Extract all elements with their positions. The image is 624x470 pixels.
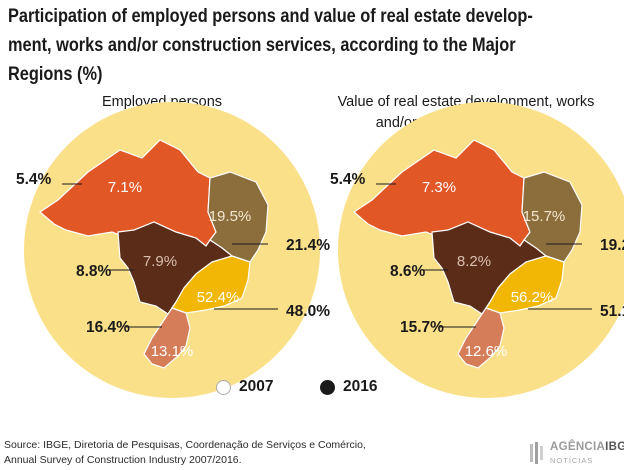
legend-item-2016: 2016 <box>320 378 377 396</box>
value-label-2016-center-west: 8.2% <box>457 253 491 270</box>
agencia-ibge-logo: AGÊNCIAIBGE NOTÍCIAS <box>530 440 624 468</box>
logo-subtext: NOTÍCIAS <box>550 456 594 465</box>
title-line: ment, works and/or construction services… <box>8 35 516 56</box>
legend-label: 2007 <box>239 378 274 395</box>
legend-item-2007: 2007 <box>216 378 273 396</box>
value-label-2016-south: 12.6% <box>465 343 508 360</box>
map-value: 5.4% 7.3% 19.2% 15.7% 8.6% 8.2% 51.1% 56.2% 15.7… <box>330 102 624 398</box>
region-southeast <box>171 255 251 314</box>
region-southeast <box>485 255 565 314</box>
value-label-2016-north: 7.3% <box>422 179 456 196</box>
open-dot-icon <box>216 379 231 395</box>
map-employed: 5.4% 7.1% 21.4% 19.5% 8.8% 7.9% 48.0% 52.4% 16.4… <box>16 102 330 398</box>
value-label-2007-northeast: 21.4% <box>286 237 330 254</box>
value-label-2007-center-west: 8.6% <box>390 263 426 280</box>
legend-label: 2016 <box>343 378 378 395</box>
value-label-2007-south: 15.7% <box>400 319 444 336</box>
value-label-2016-southeast: 56.2% <box>511 289 554 306</box>
value-label-2016-south: 13.1% <box>151 343 194 360</box>
source-line: Annual Survey of Construction Industry 2… <box>4 454 242 466</box>
value-label-2007-center-west: 8.8% <box>76 263 112 280</box>
value-label-2007-southeast: 51.1% <box>600 303 624 320</box>
logo-text: AGÊNCIAIBGE <box>550 441 624 453</box>
value-label-2016-north: 7.1% <box>108 179 142 196</box>
value-label-2016-center-west: 7.9% <box>143 253 177 270</box>
value-label-2007-north: 5.4% <box>16 171 52 188</box>
source-note: Source: IBGE, Diretoria de Pesquisas, Co… <box>4 438 366 468</box>
title-line: Participation of employed persons and va… <box>8 6 533 27</box>
chart-title: Participation of employed persons and va… <box>8 2 533 89</box>
value-label-2007-northeast: 19.2% <box>600 237 624 254</box>
filled-dot-icon <box>320 379 335 395</box>
source-line: Source: IBGE, Diretoria de Pesquisas, Co… <box>4 439 366 451</box>
value-label-2007-southeast: 48.0% <box>286 303 330 320</box>
value-label-2016-northeast: 19.5% <box>209 208 252 225</box>
region-south <box>143 307 191 369</box>
region-south <box>457 307 505 369</box>
ibge-mark-icon <box>530 442 543 464</box>
title-line: Regions (%) <box>8 64 103 85</box>
value-label-2016-northeast: 15.7% <box>523 208 566 225</box>
value-label-2007-south: 16.4% <box>86 319 130 336</box>
value-label-2016-southeast: 52.4% <box>197 289 240 306</box>
value-label-2007-north: 5.4% <box>330 171 366 188</box>
